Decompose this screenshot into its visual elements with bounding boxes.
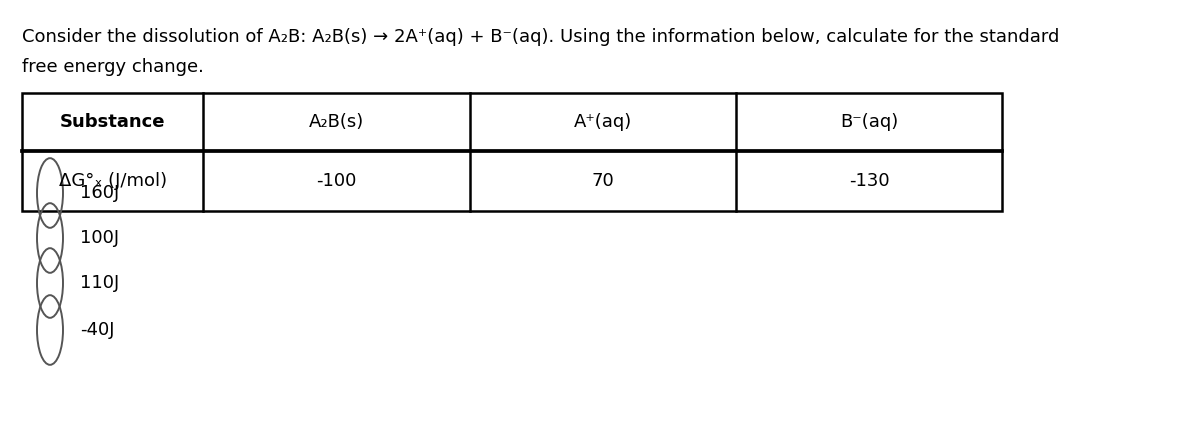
Text: -40J: -40J: [80, 321, 114, 339]
Text: free energy change.: free energy change.: [22, 58, 204, 76]
Text: Consider the dissolution of A₂B: A₂B(s) → 2A⁺(aq) + B⁻(aq). Using the informatio: Consider the dissolution of A₂B: A₂B(s) …: [22, 28, 1060, 46]
Text: A₂B(s): A₂B(s): [308, 113, 365, 131]
Text: A⁺(aq): A⁺(aq): [574, 113, 632, 131]
Text: Substance: Substance: [60, 113, 166, 131]
Text: 70: 70: [592, 172, 614, 190]
Text: -100: -100: [317, 172, 356, 190]
Text: 100J: 100J: [80, 229, 119, 247]
Text: B⁻(aq): B⁻(aq): [840, 113, 899, 131]
Text: 160J: 160J: [80, 184, 119, 202]
Text: ΔG°ₓ (J/mol): ΔG°ₓ (J/mol): [59, 172, 167, 190]
Text: -130: -130: [848, 172, 889, 190]
Bar: [22, 93, 1002, 211]
Text: 110J: 110J: [80, 274, 119, 292]
